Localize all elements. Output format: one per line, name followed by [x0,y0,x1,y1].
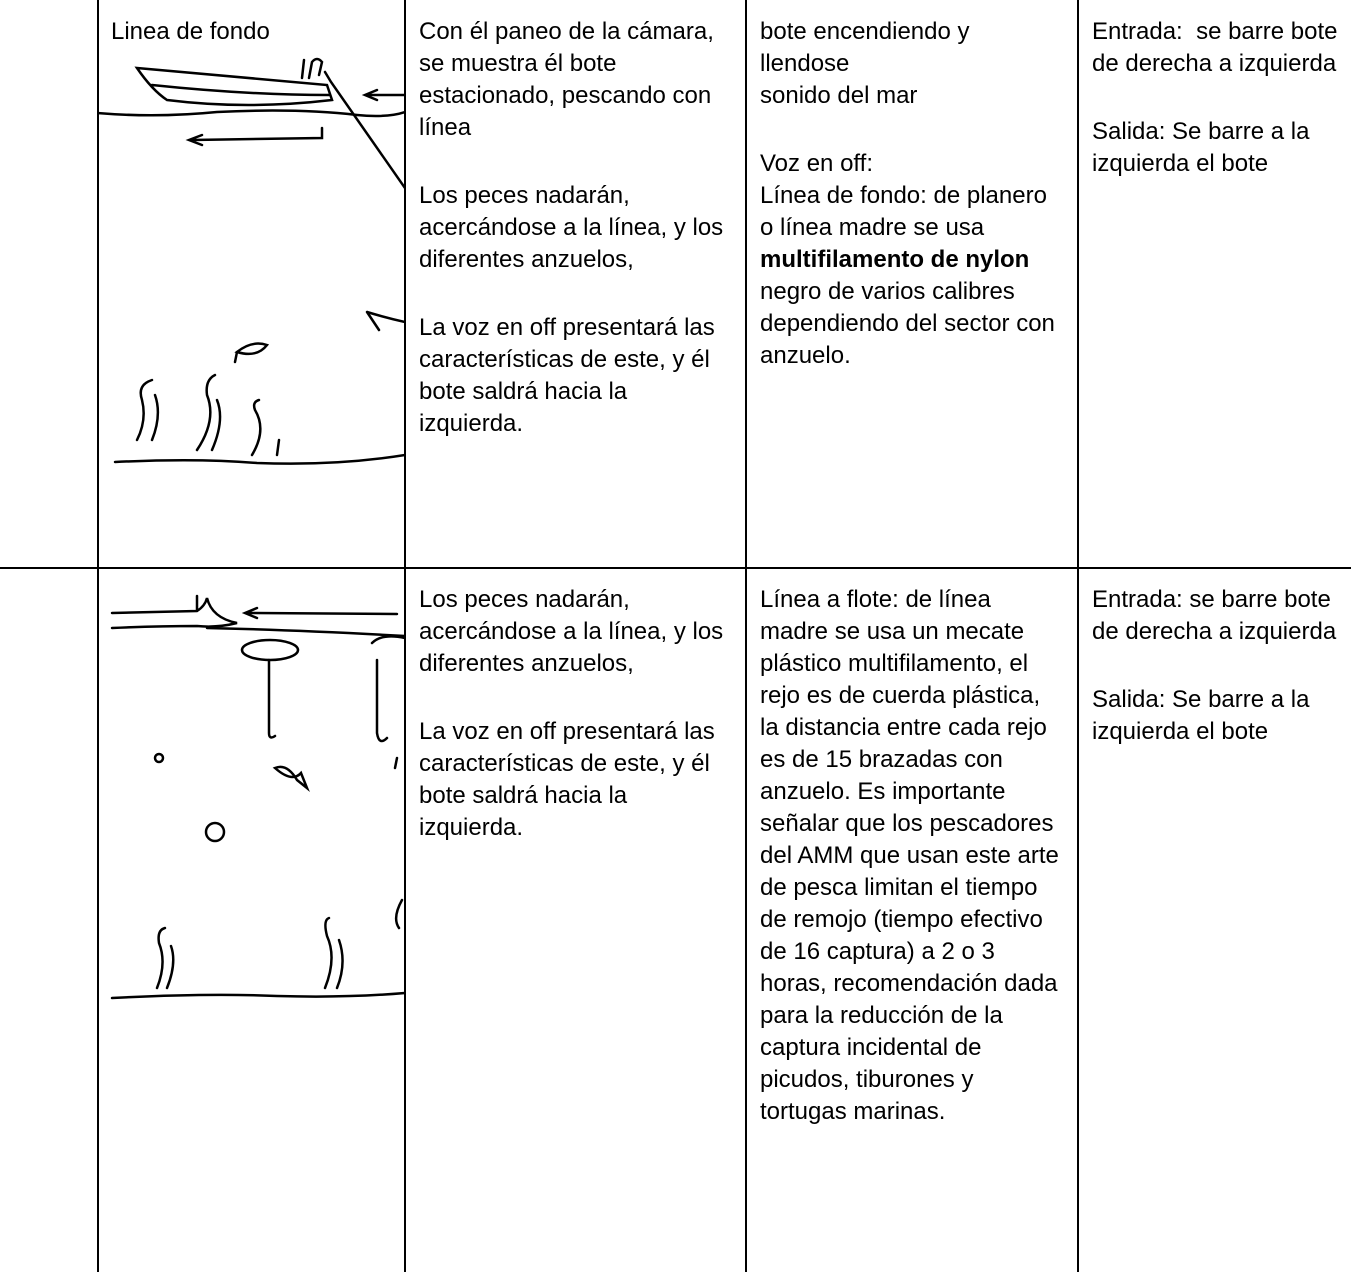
paragraph: bote encendiendo y llendose sonido del m… [760,18,970,109]
text: Voz en off: Línea de fondo: de planero o… [760,150,1047,241]
paragraph: Los peces nadarán, acercándose a la líne… [419,586,730,677]
paragraph: La voz en off presentará las característ… [419,314,722,437]
paragraph: Con él paneo de la cámara, se muestra él… [419,18,721,141]
border [0,567,1351,569]
sketch [110,594,405,1000]
border [404,0,406,1272]
border [745,0,747,1272]
paragraph: Voz en off: Línea de fondo: de planero o… [760,148,1065,372]
paragraph: Salida: Se barre a la izquierda el bote [1092,686,1317,745]
cell-scene: Linea de fondo [97,0,404,568]
paragraph: La voz en off presentará las característ… [419,718,722,841]
paragraph: Los peces nadarán, acercándose a la líne… [419,182,730,273]
paragraph: Entrada: se barre bote de derecha a izqu… [1092,586,1338,645]
paragraph: Entrada: se barre bote de derecha a izqu… [1092,18,1345,77]
cell-audio: Línea a flote: de línea madre se usa un … [746,568,1077,1272]
cell-transitions: Entrada: se barre bote de derecha a izqu… [1078,568,1351,1272]
cell-text: Linea de fondo [111,18,270,45]
cell-description: Los peces nadarán, acercándose a la líne… [405,568,745,1272]
text: negro de varios calibres dependiendo del… [760,246,1062,369]
border [97,0,99,1272]
paragraph: Salida: Se barre a la izquierda el bote [1092,118,1317,177]
bold-text: multifilamento de nylon [760,246,1030,273]
paragraph: Línea a flote: de línea madre se usa un … [760,586,1066,1125]
border [1077,0,1079,1272]
cell-description: Con él paneo de la cámara, se muestra él… [405,0,745,568]
sketch [97,57,405,465]
cell-transitions: Entrada: se barre bote de derecha a izqu… [1078,0,1351,568]
cell-audio: bote encendiendo y llendose sonido del m… [746,0,1077,568]
